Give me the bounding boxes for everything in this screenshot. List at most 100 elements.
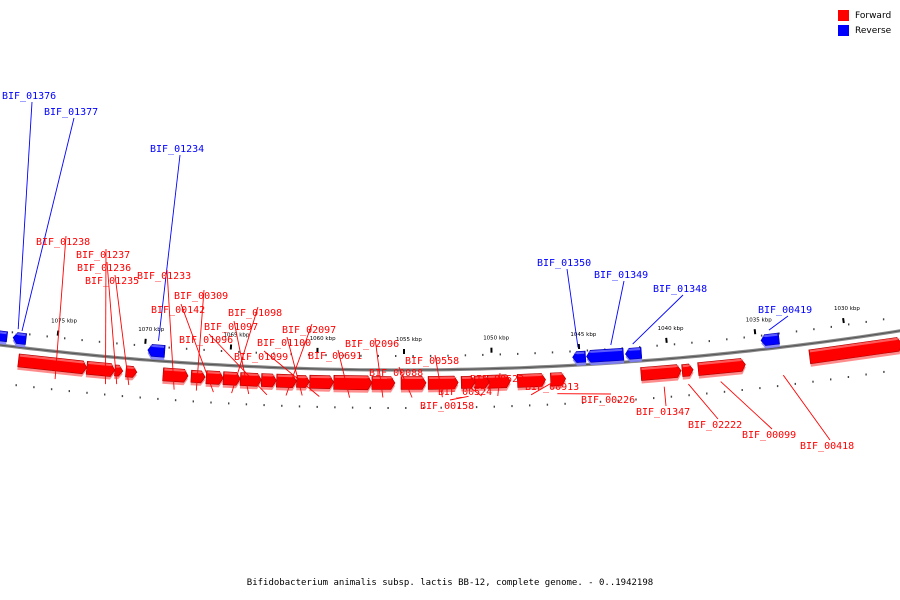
gene-block-highlight [192,370,205,374]
gene-block-body [260,373,277,388]
gene-block-highlight [429,376,458,379]
gene-label: BIF_00309 [174,291,228,302]
gene-block-body [222,371,241,386]
leader-line [166,269,175,390]
gene-block-highlight [809,337,900,353]
gene-labels: BIF_01376BIF_01377BIF_01234BIF_01350BIF_… [2,91,854,452]
minor-tick [228,402,230,405]
minor-tick [369,406,371,409]
minor-tick [830,378,832,381]
gene-block [572,350,587,366]
minor-tick [281,404,283,407]
minor-tick [656,344,658,347]
leader-line [105,248,107,385]
minor-tick [546,403,549,406]
major-tick [753,329,757,335]
gene-label: BIF_02096 [345,339,399,350]
minor-tick [316,405,318,408]
tick-label: 1075 kbp [51,319,77,325]
minor-tick [192,400,194,403]
label-leader-lines [17,101,831,441]
minor-tick [139,396,141,399]
major-tick [842,317,845,324]
gene-label: BIF_01098 [228,308,282,319]
minor-tick [238,350,240,353]
minor-tick [776,385,779,388]
leader-line [467,385,482,397]
gene-block [0,330,9,345]
gene-block [85,360,116,380]
gene-block [260,373,277,390]
leader-line [768,315,789,331]
minor-tick [534,352,536,355]
minor-tick [334,406,336,409]
gene-block [333,374,373,393]
leader-line [337,349,351,398]
gene-block-highlight [334,375,371,379]
minor-tick [422,406,425,409]
gene-block-body [275,373,297,389]
leader-line [17,101,33,330]
minor-tick [723,390,726,393]
legend: Forward Reverse [838,8,891,38]
gene-block-highlight [127,366,137,369]
leader-line [720,381,773,430]
leader-line [530,380,556,396]
leader-line [374,337,384,398]
minor-tick [81,339,83,342]
leader-line [195,289,205,391]
minor-tick [635,398,637,401]
gene-block-highlight [573,351,585,355]
gene-label: BIF_01377 [44,107,98,118]
genome-backbone [0,329,900,372]
minor-tick [11,331,14,334]
gene-block [697,358,746,379]
minor-tick [865,373,867,376]
gene-block-body [190,369,206,384]
minor-tick [529,404,531,407]
leader-line [497,372,501,397]
gene-label: BIF_02222 [688,420,742,431]
legend-reverse-label: Reverse [855,25,892,36]
minor-tick [245,403,248,406]
tick-label: 1050 kbp [483,336,509,342]
gene-block-highlight [19,354,87,364]
backbone-core [0,330,900,371]
gene-block-highlight [372,376,394,380]
gene-block-body [516,373,546,388]
gene-blocks [0,330,900,393]
gene-block [625,347,643,363]
gene-block-highlight [277,374,296,378]
gene-label: BIF_01096 [179,335,233,346]
leader-line [180,303,214,393]
minor-tick [482,353,484,356]
minor-tick [203,348,205,351]
leader-line [233,320,250,395]
minor-tick [185,347,188,350]
minor-tick [46,335,48,338]
minor-tick [812,380,814,383]
tick-label: 1030 kbp [834,306,860,312]
gene-block-body [460,375,476,389]
tick-label: 1035 kbp [746,317,772,323]
minor-tick [653,397,655,400]
legend-reverse: Reverse [838,23,891,38]
gene-block [222,371,241,389]
gene-block [640,364,682,384]
minor-tick [564,402,566,405]
gene-block-body [114,364,124,377]
gene-label: BIF_00913 [525,382,579,393]
minor-tick [813,328,815,331]
minor-tick [475,406,478,409]
minor-tick [688,394,690,397]
tick-label: 1040 kbp [658,326,684,332]
gene-label: BIF_00158 [420,401,474,412]
gene-block-highlight [587,348,623,353]
minor-tick [882,318,885,321]
minor-tick [86,391,88,394]
gene-block-body [125,365,138,378]
gene-block-highlight [761,333,778,338]
minor-tick [429,354,432,357]
gene-block [427,375,459,393]
